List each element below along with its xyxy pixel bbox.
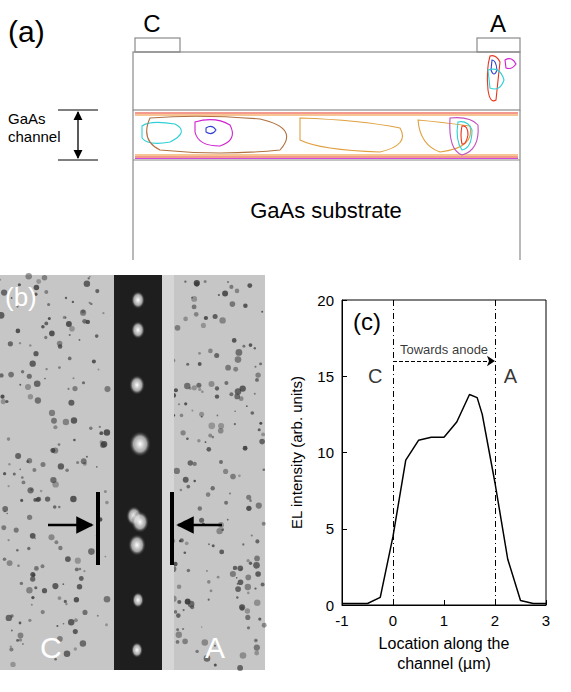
svg-text:(c): (c)	[353, 308, 381, 335]
svg-text:GaAs substrate: GaAs substrate	[250, 198, 402, 223]
svg-text:0: 0	[326, 597, 334, 614]
svg-text:10: 10	[317, 444, 334, 461]
svg-text:A: A	[504, 365, 518, 387]
svg-text:-1: -1	[335, 612, 348, 629]
svg-text:2: 2	[491, 612, 499, 629]
svg-text:A: A	[490, 10, 506, 37]
svg-text:5: 5	[326, 520, 334, 537]
svg-text:C: C	[368, 365, 382, 387]
svg-text:A: A	[205, 631, 225, 664]
svg-text:3: 3	[542, 612, 550, 629]
svg-text:channel (µm): channel (µm)	[397, 655, 491, 672]
svg-text:(a): (a)	[8, 15, 45, 48]
svg-text:C: C	[40, 631, 62, 664]
svg-text:Towards anode: Towards anode	[400, 342, 488, 357]
svg-text:20: 20	[317, 292, 334, 309]
svg-text:channel: channel	[8, 128, 61, 145]
svg-text:C: C	[143, 10, 160, 37]
svg-text:(b): (b)	[5, 282, 37, 312]
svg-text:EL intensity (arb. units): EL intensity (arb. units)	[288, 376, 305, 529]
svg-text:GaAs: GaAs	[8, 110, 46, 127]
svg-text:0: 0	[389, 612, 397, 629]
svg-text:1: 1	[440, 612, 448, 629]
svg-text:15: 15	[317, 368, 334, 385]
svg-text:Location along the: Location along the	[379, 635, 510, 652]
